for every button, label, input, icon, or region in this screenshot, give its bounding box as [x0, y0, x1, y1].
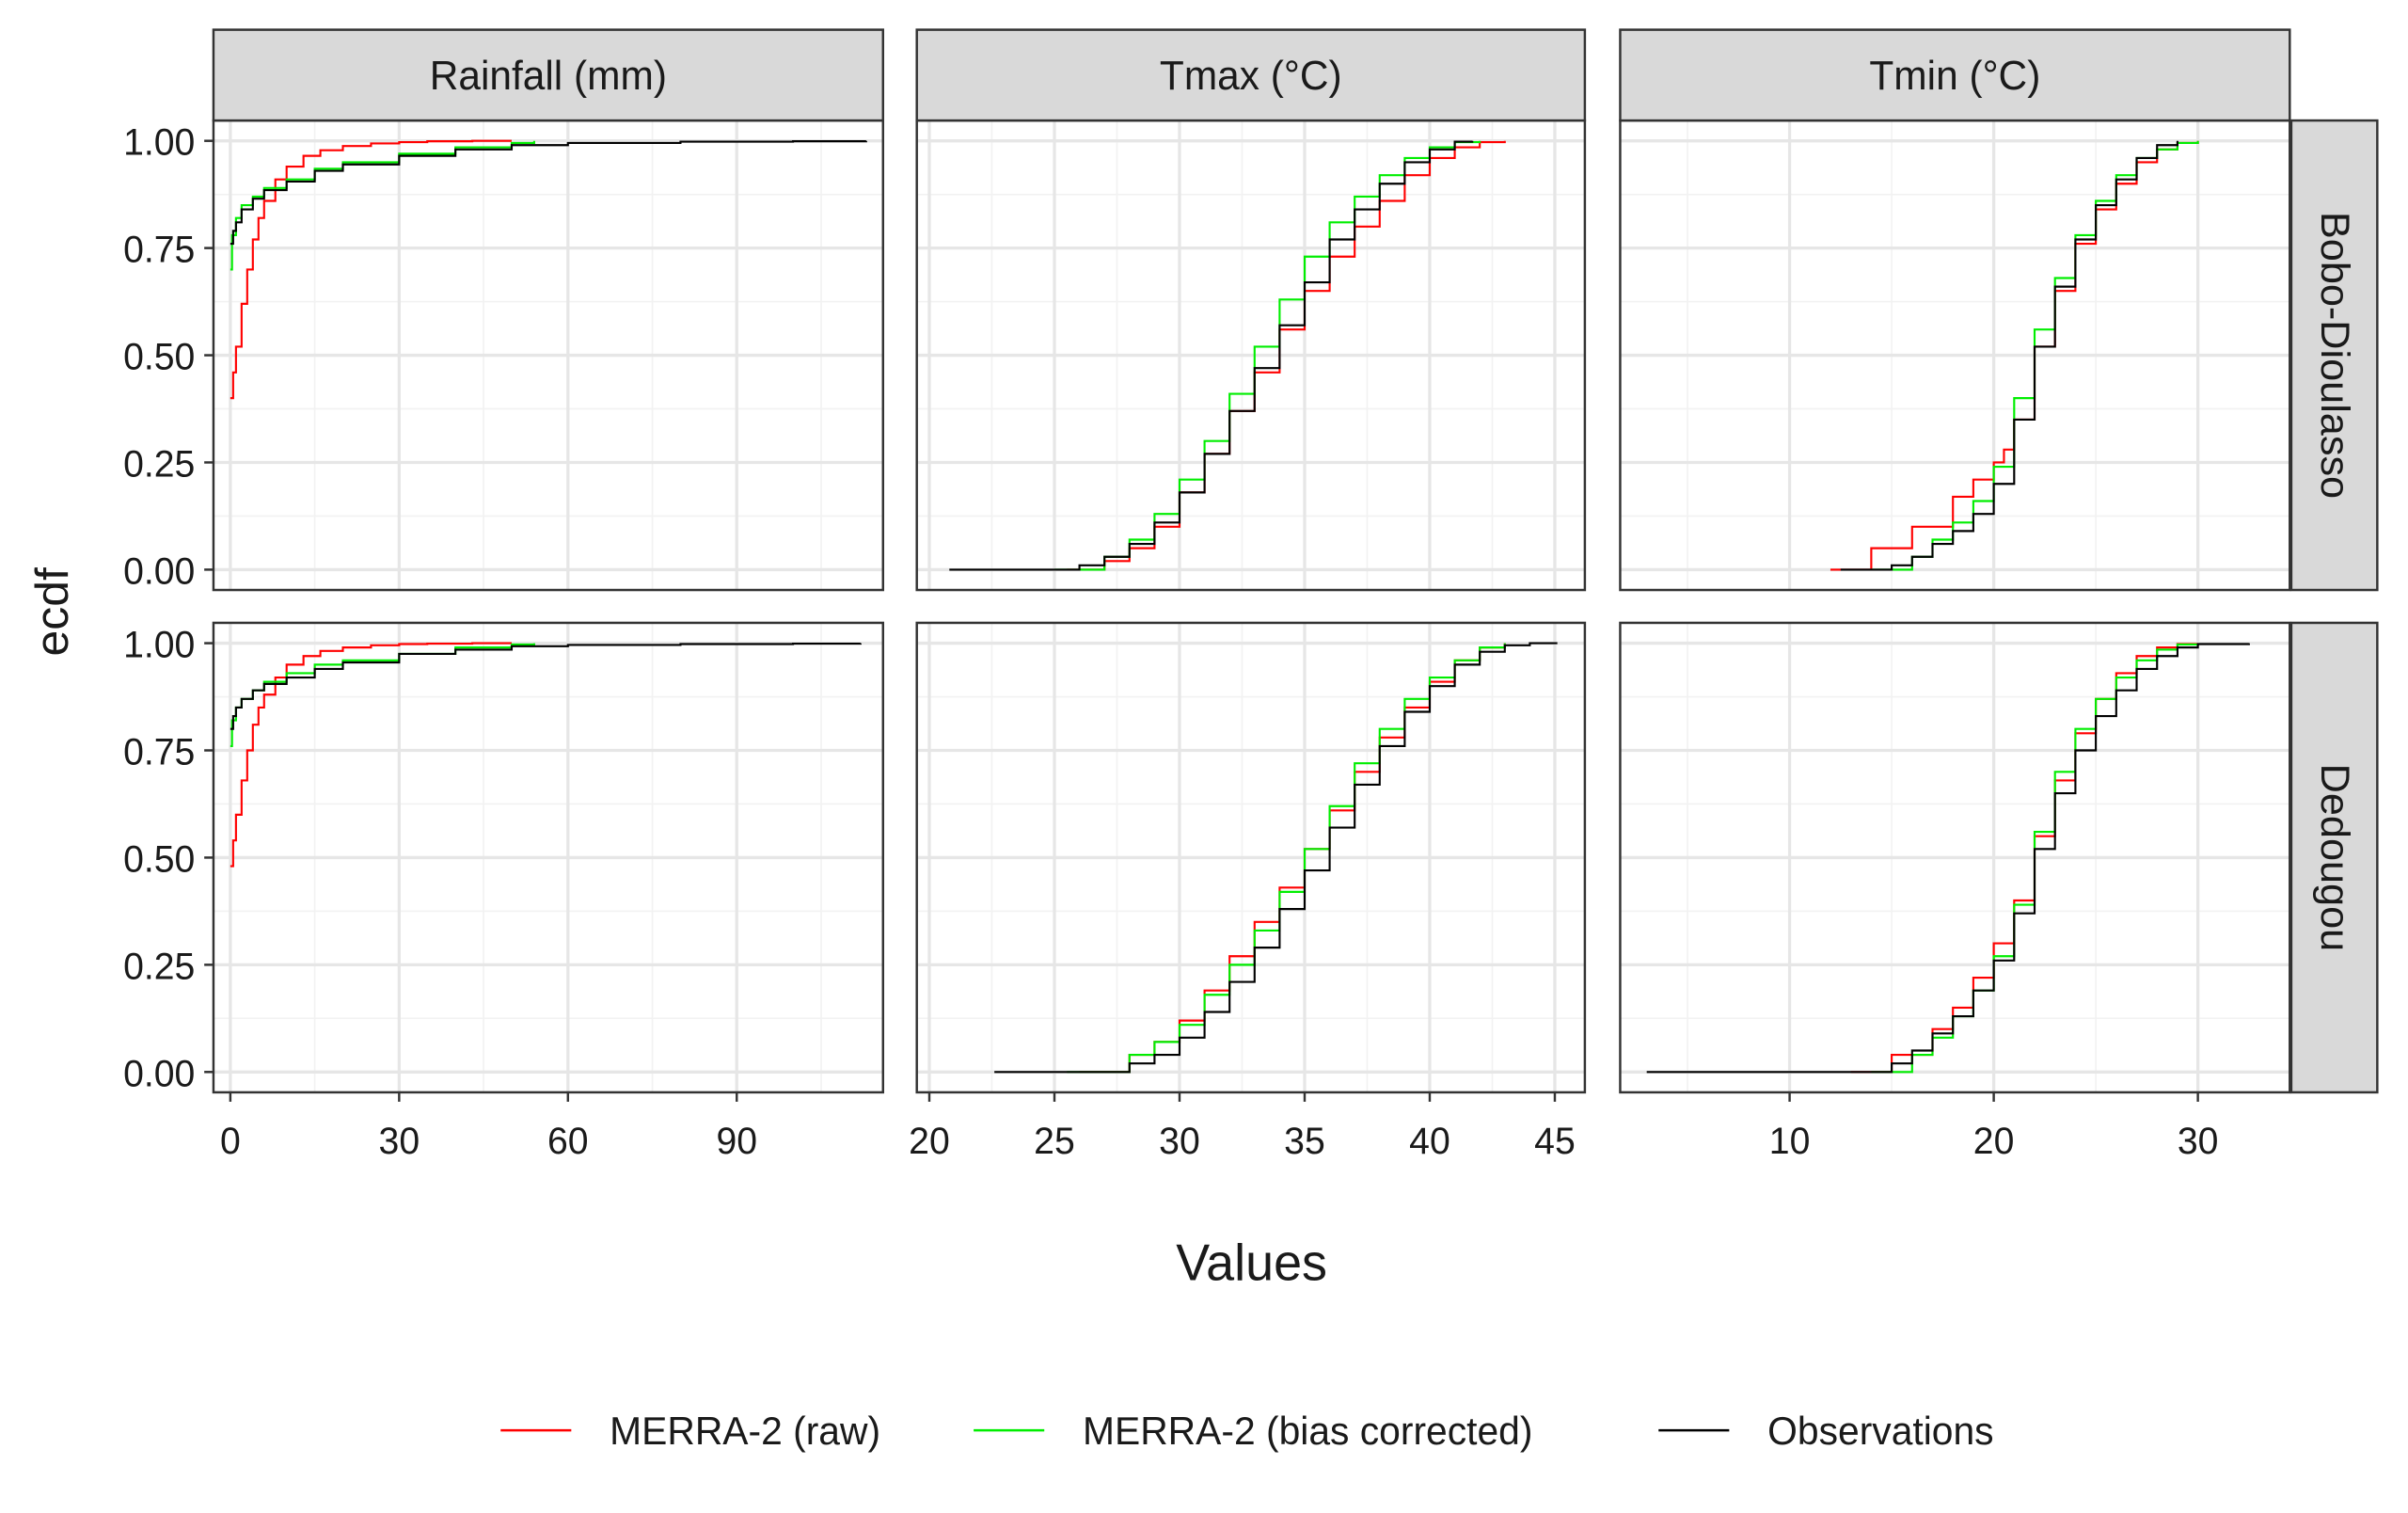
panel-bobo-dioulasso-tmin-c-observations-line [1840, 140, 2178, 571]
facet-strip-bobo-dioulasso [2289, 119, 2379, 592]
x-tick-label: 20 [909, 1120, 950, 1161]
panel-bobo-dioulasso-rainfall-mm-observations-line [230, 140, 867, 246]
y-tick-label: 0.25 [123, 946, 195, 987]
y-axis-title: ecdf [26, 567, 77, 657]
x-tick-label: 30 [379, 1120, 420, 1161]
x-tick-label: 30 [1159, 1120, 1200, 1161]
facet-strip-tmax-c [915, 28, 1587, 122]
strips-layer: Rainfall (mm) Tmax (°C) Tmin (°C) Bobo-Diou… [212, 28, 2379, 1094]
panel-dedougou-rainfall-mm-observations-line [230, 642, 862, 730]
panel-dedougou-tmax-c-merra-2-bias-corrected-line [1067, 643, 1506, 1074]
facet-strip-label-rainfall-mm: Rainfall (mm) [430, 53, 667, 98]
panel-bobo-dioulasso-tmax-c-observations-line [949, 140, 1474, 571]
y-tick-label: 0.25 [123, 443, 195, 485]
x-axis-title: Values [1176, 1234, 1327, 1292]
x-tick-label: 20 [1973, 1120, 2015, 1161]
facet-strip-dedougou [2289, 621, 2379, 1094]
x-tick-label: 0 [220, 1120, 241, 1161]
y-tick-label: 0.75 [123, 731, 195, 772]
panel-bobo-dioulasso-rainfall-mm-merra-2-raw-line [230, 139, 512, 400]
facet-strip-label-bobo-dioulasso: Bobo-Dioulasso [2312, 212, 2357, 499]
legend: MERRA-2 (raw) MERRA-2 (bias corrected) O… [500, 1409, 1994, 1453]
facet-strip-label-tmin-c: Tmin (°C) [1869, 53, 2040, 98]
curves-layer [230, 139, 2250, 1074]
x-tick-label: 35 [1284, 1120, 1325, 1161]
panel-dedougou-rainfall-mm-merra-2-raw-line [230, 642, 512, 868]
panel-dedougou-tmin-c-frame [1619, 621, 2291, 1094]
panel-dedougou-tmin-c-observations-line [1646, 643, 2250, 1074]
facet-strip-tmin-c [1619, 28, 2291, 122]
panel-dedougou-tmax-c-observations-line [994, 642, 1558, 1074]
facet-strip-rainfall-mm [212, 28, 885, 122]
x-tick-label: 40 [1409, 1120, 1450, 1161]
y-tick-label: 1.00 [123, 121, 195, 163]
x-tick-label: 10 [1769, 1120, 1811, 1161]
panel-bobo-dioulasso-rainfall-mm-merra-2-bias-corrected-line [230, 140, 535, 271]
y-tick-label: 0.50 [123, 336, 195, 377]
legend-label-observations: Observations [1767, 1409, 1993, 1453]
y-tick-label: 0.75 [123, 229, 195, 270]
panel-dedougou-tmax-c-frame [915, 621, 1587, 1094]
y-tick-label: 1.00 [123, 624, 195, 665]
x-tick-label: 25 [1034, 1120, 1075, 1161]
x-tick-label: 90 [716, 1120, 757, 1161]
y-tick-label: 0.50 [123, 838, 195, 880]
axes-layer: 0.00 0.25 0.50 0.75 1.00 0.00 0.25 0.50 0.75 1.00… [123, 121, 2218, 1162]
y-tick-label: 0.00 [123, 550, 195, 592]
legend-label-merra2-raw: MERRA-2 (raw) [610, 1409, 880, 1453]
facet-strip-label-dedougou: Dedougou [2312, 764, 2357, 951]
x-tick-label: 60 [547, 1120, 589, 1161]
x-tick-label: 45 [1534, 1120, 1576, 1161]
facet-strip-label-tmax-c: Tmax (°C) [1160, 53, 1342, 98]
x-tick-label: 30 [2178, 1120, 2219, 1161]
y-tick-label: 0.00 [123, 1053, 195, 1094]
legend-label-merra2-bias-corrected: MERRA-2 (bias corrected) [1083, 1409, 1532, 1453]
